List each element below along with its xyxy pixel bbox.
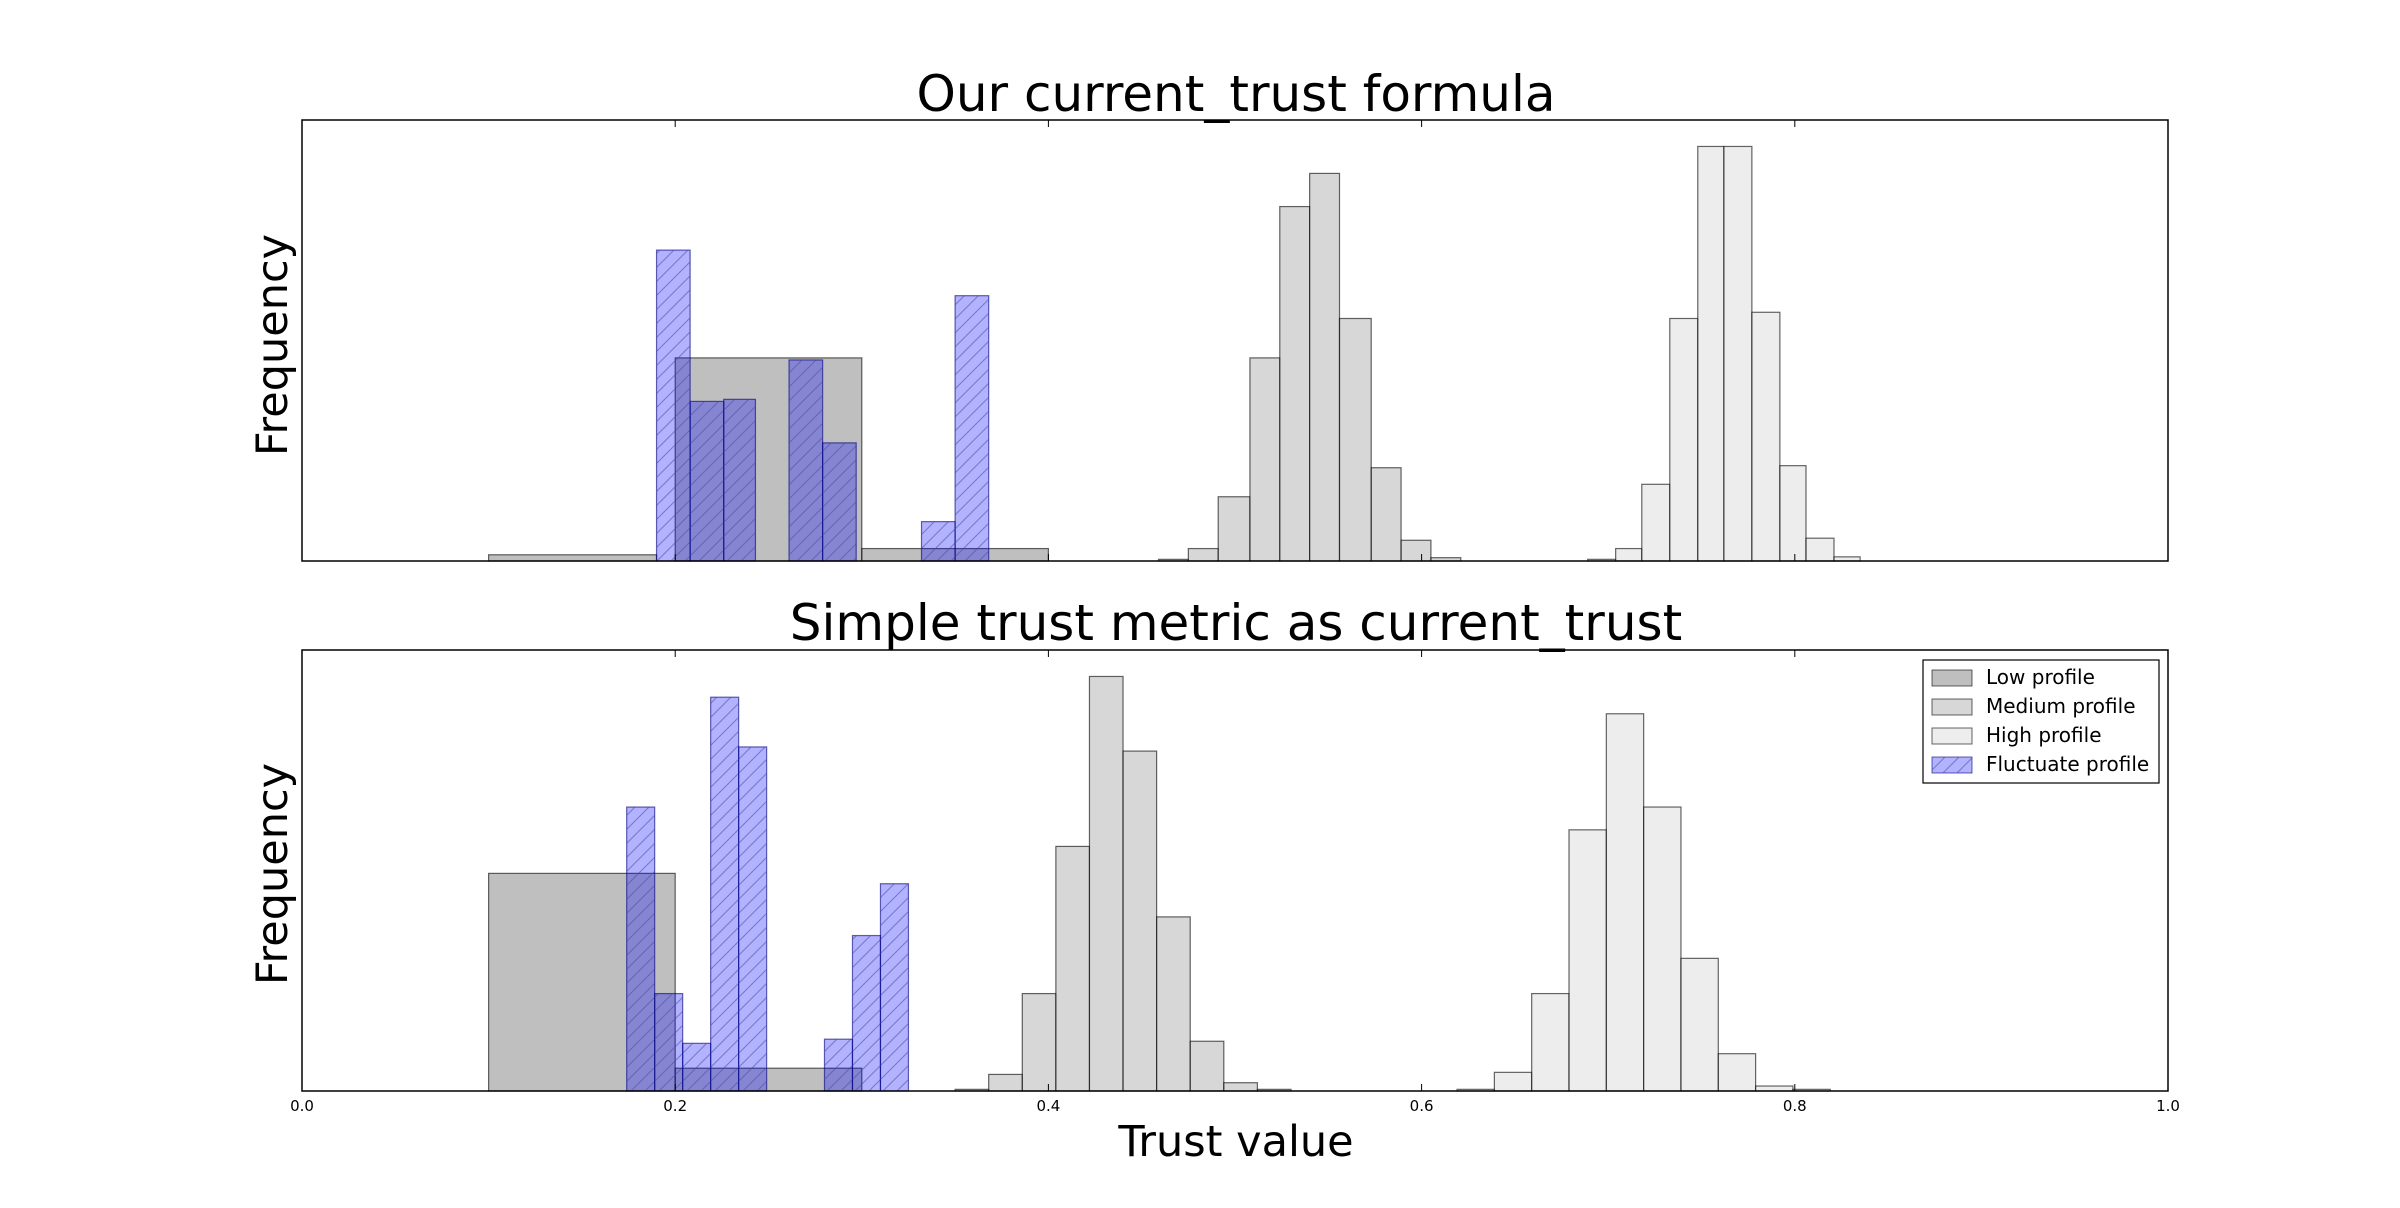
- legend: Low profile Medium profile High profile Flu…: [1922, 659, 2160, 784]
- bar-high-profile: [1531, 992, 1570, 1092]
- bar-hatch-fluctuate-profile: [656, 250, 691, 561]
- bar-high-profile: [1779, 465, 1807, 562]
- bar-medium-profile: [1088, 675, 1124, 1092]
- bar-hatch-fluctuate-profile: [822, 442, 857, 561]
- tick-marks: [674, 120, 1796, 561]
- legend-label-high-profile: High profile: [1986, 723, 2102, 747]
- bars-group: [488, 675, 1831, 1092]
- bar-high-profile: [1615, 547, 1643, 562]
- bar-high-profile: [1669, 317, 1699, 562]
- bar-hatch-fluctuate-profile: [723, 399, 756, 561]
- plot-frame: [301, 649, 2169, 1092]
- bar-medium-profile: [1217, 496, 1251, 562]
- bar-low-profile: [488, 554, 658, 562]
- bar-medium-profile: [1309, 172, 1341, 562]
- bar-medium-profile: [1400, 539, 1432, 562]
- legend-label-low-profile: Low profile: [1986, 665, 2095, 689]
- x-tick-label: 0.0: [290, 1097, 314, 1115]
- tick-marks: [674, 650, 1796, 1091]
- bar-hatch-fluctuate-profile: [654, 993, 683, 1091]
- x-tick-label: 0.6: [1410, 1097, 1434, 1115]
- bar-high-profile: [1493, 1071, 1533, 1092]
- bar-medium-profile: [1055, 845, 1091, 1092]
- bar-high-profile: [1697, 145, 1725, 562]
- bar-hatch-fluctuate-profile: [789, 359, 823, 561]
- x-tick-label: 0.8: [1783, 1097, 1807, 1115]
- bar-high-profile: [1723, 145, 1753, 562]
- bar-high-profile: [1751, 311, 1781, 562]
- bar-hatch-fluctuate-profile: [710, 697, 739, 1091]
- bar-high-profile: [1643, 806, 1682, 1092]
- bar-medium-profile: [1279, 205, 1311, 562]
- bar-medium-profile: [1187, 547, 1219, 562]
- chart-title: Simple trust metric as current_trust: [790, 594, 1682, 652]
- bar-medium-profile: [1223, 1082, 1258, 1092]
- bar-medium-profile: [1370, 467, 1402, 562]
- bar-medium-profile: [1122, 750, 1158, 1092]
- legend-swatch-low-profile: [1931, 669, 1973, 687]
- plot-frame: [301, 119, 2169, 562]
- bar-high-profile: [1641, 483, 1671, 562]
- bar-high-profile: [1605, 713, 1645, 1092]
- bar-hatch-fluctuate-profile: [880, 883, 909, 1091]
- bar-hatch-fluctuate-profile: [955, 295, 989, 561]
- y-axis-label: Frequency: [248, 763, 298, 985]
- bars-group: [488, 145, 1861, 562]
- bar-high-profile: [1568, 829, 1607, 1092]
- bar-medium-profile: [1021, 992, 1057, 1092]
- legend-label-medium-profile: Medium profile: [1986, 694, 2136, 718]
- bar-high-profile: [1680, 957, 1719, 1092]
- legend-label-fluctuate-profile: Fluctuate profile: [1986, 752, 2149, 776]
- bar-medium-profile: [1189, 1040, 1225, 1092]
- bar-hatch-fluctuate-profile: [690, 401, 724, 561]
- x-axis-label: Trust value: [1117, 1117, 1353, 1167]
- legend-swatch-medium-profile: [1931, 698, 1973, 716]
- x-tick-label: 0.4: [1036, 1097, 1060, 1115]
- y-axis-label: Frequency: [248, 234, 298, 456]
- bar-high-profile: [1717, 1053, 1757, 1092]
- x-tick-label: 0.2: [663, 1097, 687, 1115]
- bar-hatch-fluctuate-profile: [921, 521, 956, 561]
- bar-medium-profile: [1156, 916, 1191, 1092]
- legend-swatch-hatch: [1932, 757, 1972, 773]
- bar-medium-profile: [1338, 317, 1372, 562]
- bar-medium-profile: [1249, 357, 1281, 562]
- bar-hatch-fluctuate-profile: [824, 1039, 853, 1091]
- bar-hatch-fluctuate-profile: [682, 1043, 711, 1091]
- legend-swatch-high-profile: [1931, 727, 1973, 745]
- x-tick-labels: 0.0 0.2 0.4 0.6 0.8 1.0: [290, 1097, 2180, 1115]
- chart-title: Our current_trust formula: [916, 65, 1555, 123]
- bar-hatch-fluctuate-profile: [738, 746, 767, 1091]
- bar-hatch-fluctuate-profile: [626, 807, 655, 1091]
- bar-medium-profile: [988, 1073, 1023, 1092]
- x-tick-label: 1.0: [2156, 1097, 2180, 1115]
- bar-high-profile: [1805, 537, 1835, 562]
- bar-hatch-fluctuate-profile: [852, 935, 881, 1091]
